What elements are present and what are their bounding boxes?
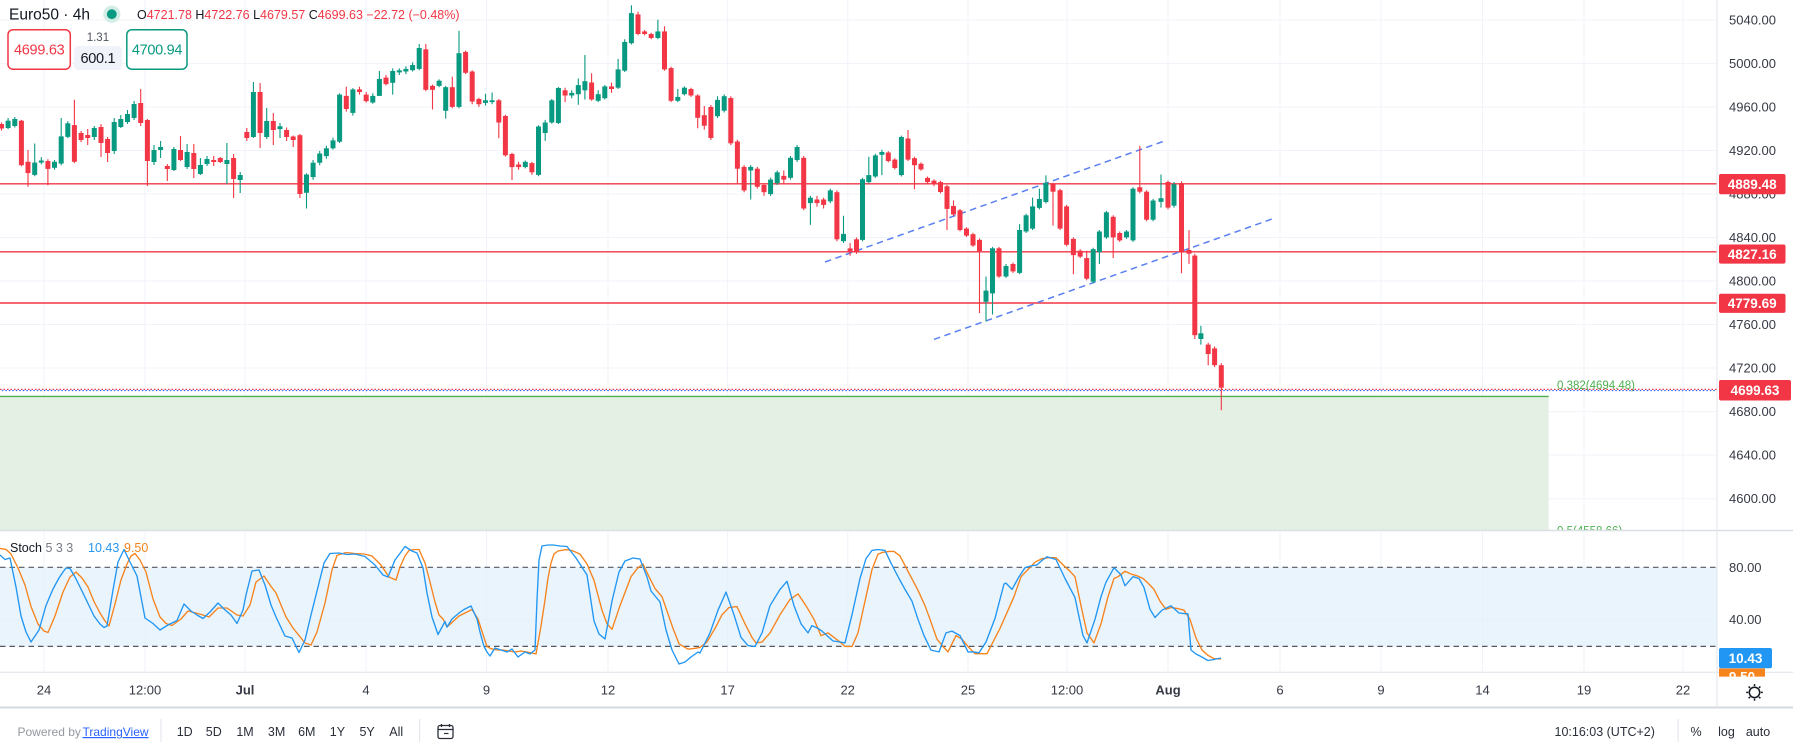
- svg-text:4680.00: 4680.00: [1729, 404, 1776, 419]
- svg-text:Aug: Aug: [1155, 683, 1180, 698]
- svg-text:1Y: 1Y: [330, 725, 346, 739]
- svg-text:14: 14: [1475, 683, 1489, 698]
- svg-text:4779.69: 4779.69: [1728, 296, 1777, 311]
- svg-text:12: 12: [601, 683, 615, 698]
- svg-text:12:00: 12:00: [129, 683, 162, 698]
- svg-text:12:00: 12:00: [1051, 683, 1084, 698]
- svg-text:4827.16: 4827.16: [1728, 247, 1777, 262]
- svg-text:0.5(4558.66): 0.5(4558.66): [1557, 526, 1622, 538]
- svg-text:0.382(4694.48): 0.382(4694.48): [1557, 380, 1635, 392]
- svg-text:3M: 3M: [268, 725, 285, 739]
- svg-text:19: 19: [1577, 683, 1591, 698]
- svg-text:4840.00: 4840.00: [1729, 230, 1776, 245]
- svg-text:600.1: 600.1: [81, 51, 116, 67]
- svg-text:1D: 1D: [177, 725, 193, 739]
- svg-text:TradingView: TradingView: [83, 725, 149, 739]
- svg-text:40.00: 40.00: [1729, 612, 1762, 627]
- svg-text:4920.00: 4920.00: [1729, 143, 1776, 158]
- svg-text:6: 6: [1276, 683, 1283, 698]
- svg-text:4699.63: 4699.63: [1731, 383, 1780, 398]
- svg-text:4699.63: 4699.63: [14, 42, 65, 58]
- svg-text:9.50: 9.50: [1729, 670, 1755, 685]
- svg-text:4640.00: 4640.00: [1729, 448, 1776, 463]
- svg-text:25: 25: [961, 683, 975, 698]
- svg-text:5000.00: 5000.00: [1729, 56, 1776, 71]
- svg-text:80.00: 80.00: [1729, 560, 1762, 575]
- svg-text:6M: 6M: [298, 725, 315, 739]
- svg-text:4: 4: [362, 683, 369, 698]
- svg-text:All: All: [389, 725, 403, 739]
- svg-text:4600.00: 4600.00: [1729, 491, 1776, 506]
- svg-text:22: 22: [840, 683, 854, 698]
- svg-text:5D: 5D: [206, 725, 222, 739]
- svg-text:4800.00: 4800.00: [1729, 274, 1776, 289]
- svg-text:24: 24: [37, 683, 51, 698]
- svg-text:4760.00: 4760.00: [1729, 317, 1776, 332]
- svg-text:10:16:03 (UTC+2): 10:16:03 (UTC+2): [1555, 725, 1655, 739]
- svg-text:22: 22: [1676, 683, 1690, 698]
- svg-text:5040.00: 5040.00: [1729, 12, 1776, 27]
- svg-text:4700.94: 4700.94: [132, 42, 183, 58]
- svg-text:10.43: 10.43: [1729, 651, 1763, 666]
- svg-text:4960.00: 4960.00: [1729, 99, 1776, 114]
- svg-text:Jul: Jul: [236, 683, 255, 698]
- svg-text:4720.00: 4720.00: [1729, 361, 1776, 376]
- svg-text:9: 9: [483, 683, 490, 698]
- svg-text:1M: 1M: [236, 725, 253, 739]
- svg-text:O4721.78 H4722.76 L4679.57 C46: O4721.78 H4722.76 L4679.57 C4699.63 −22.…: [137, 8, 460, 22]
- svg-text:Powered by: Powered by: [18, 725, 81, 739]
- svg-text:4889.48: 4889.48: [1728, 177, 1777, 192]
- svg-text:log: log: [1718, 725, 1735, 739]
- svg-text:%: %: [1690, 725, 1701, 739]
- svg-text:Euro50 · 4h: Euro50 · 4h: [9, 7, 90, 24]
- svg-text:1.31: 1.31: [87, 32, 109, 44]
- svg-text:5Y: 5Y: [359, 725, 375, 739]
- svg-text:auto: auto: [1746, 725, 1770, 739]
- svg-text:9: 9: [1377, 683, 1384, 698]
- svg-text:17: 17: [720, 683, 734, 698]
